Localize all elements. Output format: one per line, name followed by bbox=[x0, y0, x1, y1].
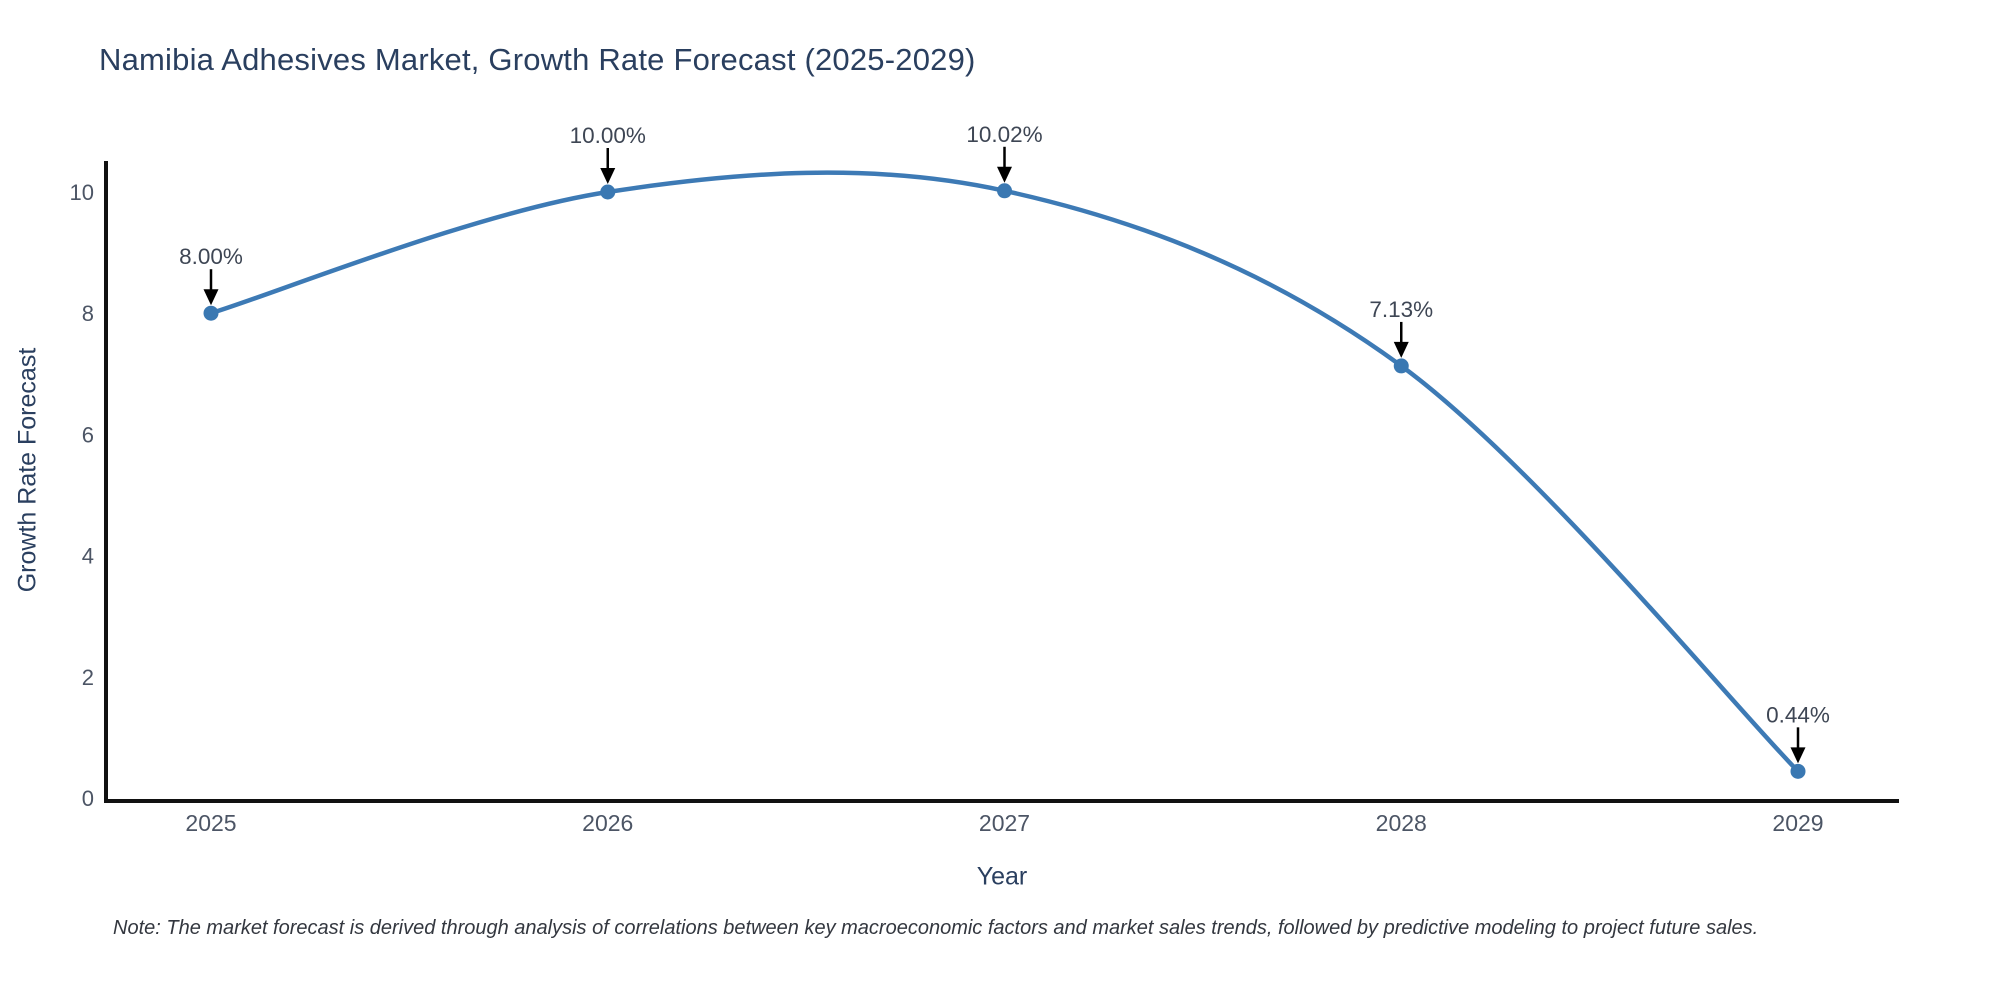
point-annotation: 8.00% bbox=[179, 244, 243, 269]
y-tick-label: 2 bbox=[82, 665, 94, 690]
annotation-arrow-head bbox=[1393, 341, 1409, 358]
point-annotation: 10.00% bbox=[570, 123, 646, 148]
x-axis-title: Year bbox=[976, 862, 1028, 891]
x-tick-label: 2027 bbox=[979, 810, 1030, 836]
data-point-marker[interactable] bbox=[600, 184, 616, 200]
annotation-arrow-head bbox=[203, 289, 219, 306]
data-point-marker[interactable] bbox=[1790, 763, 1806, 779]
y-tick-label: 6 bbox=[82, 422, 94, 447]
x-tick-label: 2026 bbox=[582, 810, 633, 836]
footnote: Note: The market forecast is derived thr… bbox=[113, 917, 1759, 939]
forecast-line bbox=[208, 170, 1801, 774]
x-tick-label: 2025 bbox=[185, 810, 236, 836]
data-point-marker[interactable] bbox=[203, 305, 219, 321]
data-point-marker[interactable] bbox=[1393, 358, 1409, 374]
x-tick-label: 2029 bbox=[1772, 810, 1823, 836]
point-annotation: 10.02% bbox=[966, 122, 1042, 147]
y-tick-label: 8 bbox=[82, 301, 94, 326]
annotation-arrow-head bbox=[600, 168, 616, 184]
data-point-marker[interactable] bbox=[997, 183, 1012, 199]
y-tick-label: 10 bbox=[70, 180, 94, 205]
point-annotation: 0.44% bbox=[1766, 702, 1830, 727]
y-tick-label: 4 bbox=[82, 544, 94, 569]
point-annotation: 7.13% bbox=[1369, 297, 1433, 322]
x-tick-label: 2028 bbox=[1376, 810, 1427, 836]
chart-title: Namibia Adhesives Market, Growth Rate Fo… bbox=[99, 42, 976, 77]
annotation-arrow-head bbox=[997, 166, 1012, 183]
y-tick-label: 0 bbox=[82, 786, 94, 811]
annotation-arrow-head bbox=[1790, 747, 1806, 764]
